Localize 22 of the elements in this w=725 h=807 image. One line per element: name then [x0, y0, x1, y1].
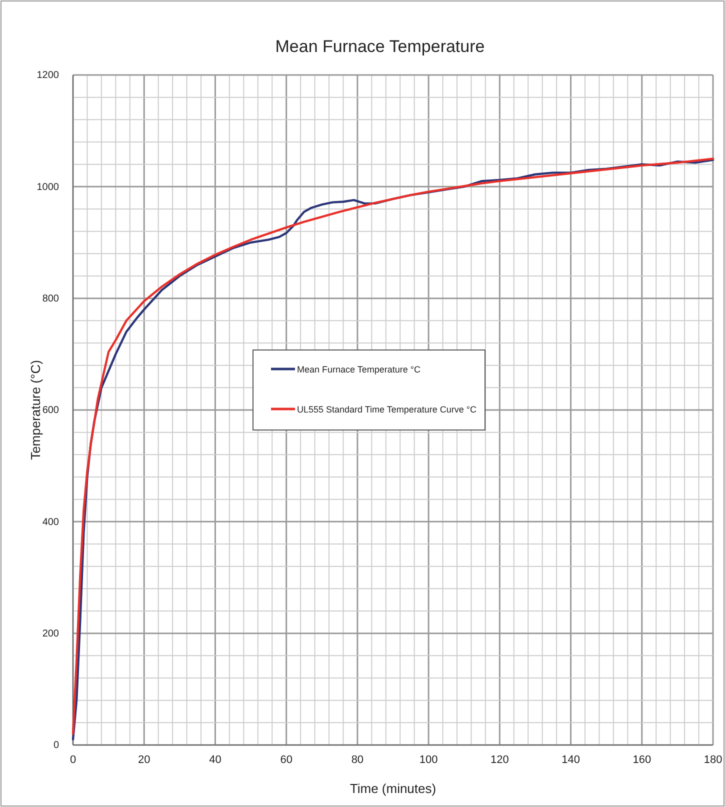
x-tick-label: 20	[138, 754, 150, 766]
x-tick-label: 60	[280, 754, 292, 766]
x-tick-label: 40	[209, 754, 222, 766]
y-tick-label: 800	[42, 294, 60, 305]
y-tick-label: 200	[42, 628, 60, 640]
y-tick-label: 0	[53, 740, 60, 752]
chart-title: Mean Furnace Temperature	[275, 37, 485, 56]
legend-label: UL555 Standard Time Temperature Curve °C	[297, 404, 478, 414]
y-tick-label: 1200	[36, 70, 60, 82]
y-tick-label: 400	[42, 516, 60, 528]
x-tick-label: 140	[562, 754, 580, 766]
legend-label: Mean Furnace Temperature °C	[297, 364, 421, 374]
x-tick-label: 80	[351, 754, 364, 766]
x-axis-title: Time (minutes)	[350, 781, 436, 796]
x-tick-label: 180	[704, 754, 722, 766]
x-tick-label: 160	[632, 754, 652, 766]
x-tick-label: 100	[419, 754, 438, 766]
y-tick-label: 1000	[36, 182, 60, 193]
y-axis-title: Temperature (°C)	[28, 360, 43, 460]
x-tick-label: 120	[490, 754, 509, 766]
x-tick-label: 0	[70, 754, 76, 766]
y-tick-label: 600	[42, 405, 60, 416]
